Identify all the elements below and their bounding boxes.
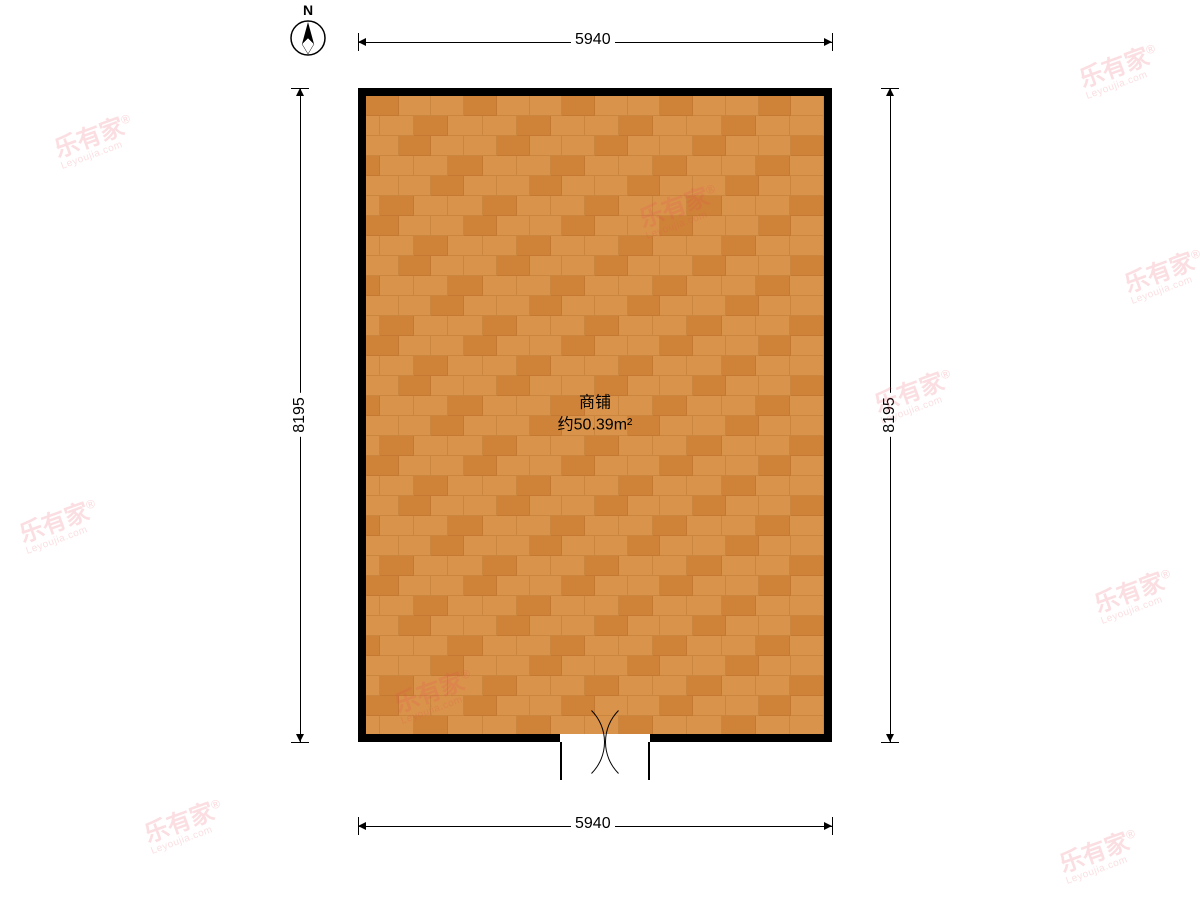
compass-north-label: N [303, 2, 313, 18]
room-area: 约50.39m² [558, 415, 633, 437]
compass-svg [290, 20, 326, 56]
watermark: 乐有家®Leyoujia.com [1057, 827, 1145, 887]
room-label: 商铺 约50.39m² [558, 393, 633, 438]
watermark: 乐有家®Leyoujia.com [1092, 567, 1180, 627]
dim-label-right: 8195 [881, 393, 899, 437]
compass-icon: N [290, 20, 326, 61]
floorplan-canvas: 商铺 约50.39m² 5940 5940 8195 8195 N 乐有家®Leyou… [0, 0, 1200, 900]
watermark: 乐有家®Leyoujia.com [142, 797, 230, 857]
dim-label-left: 8195 [291, 393, 309, 437]
room-shop: 商铺 约50.39m² [358, 88, 832, 742]
door-arc-left [515, 697, 605, 787]
door-arc-right [605, 697, 695, 787]
watermark: 乐有家®Leyoujia.com [1077, 42, 1165, 102]
watermark: 乐有家®Leyoujia.com [52, 112, 140, 172]
watermark: 乐有家®Leyoujia.com [1122, 247, 1200, 307]
dim-label-top: 5940 [571, 31, 615, 49]
room-name: 商铺 [558, 393, 633, 415]
watermark: 乐有家®Leyoujia.com [17, 497, 105, 557]
dim-label-bottom: 5940 [571, 815, 615, 833]
